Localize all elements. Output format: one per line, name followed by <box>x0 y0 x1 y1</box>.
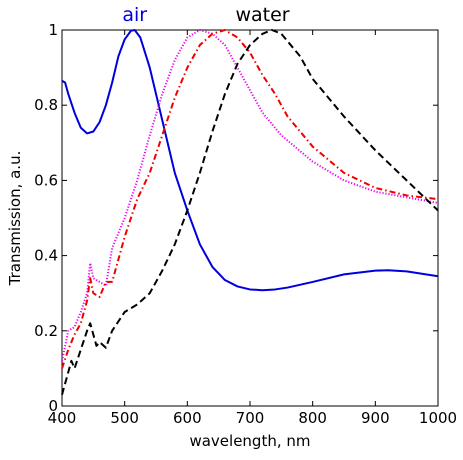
x-tick-label: 400 <box>48 409 77 427</box>
series-line-2 <box>61 29 439 369</box>
y-tick-label: 1 <box>48 21 58 39</box>
x-tick-label: 500 <box>110 409 139 427</box>
y-tick-label: 0.4 <box>34 247 58 265</box>
x-tick-label: 800 <box>298 409 327 427</box>
series-layer <box>61 29 439 395</box>
labels-layer: 400 500 600 700 800 900 1000 0 0.2 0.4 0.6 0.8 1 air w… <box>34 4 457 427</box>
x-tick-label: 900 <box>361 409 390 427</box>
series-line-1 <box>61 29 439 362</box>
annotation-label-water: water <box>235 4 289 26</box>
y-axis-title: Transmission, a.u. <box>6 151 24 287</box>
y-tick-label: 0.2 <box>34 322 58 340</box>
x-tick-label: 1000 <box>419 409 457 427</box>
y-tick-label: 0 <box>48 397 58 415</box>
ticks-layer <box>61 29 439 407</box>
x-tick-label: 600 <box>173 409 202 427</box>
plot-area <box>61 29 439 407</box>
y-tick-label: 0.8 <box>34 96 58 114</box>
annotation-label-air: air <box>122 4 147 26</box>
series-line-3 <box>61 29 439 395</box>
y-tick-label: 0.6 <box>34 171 58 189</box>
x-tick-label: 700 <box>236 409 265 427</box>
series-line-0 <box>61 29 439 292</box>
x-axis-title: wavelength, nm <box>189 432 310 450</box>
axes-frame <box>61 29 439 407</box>
